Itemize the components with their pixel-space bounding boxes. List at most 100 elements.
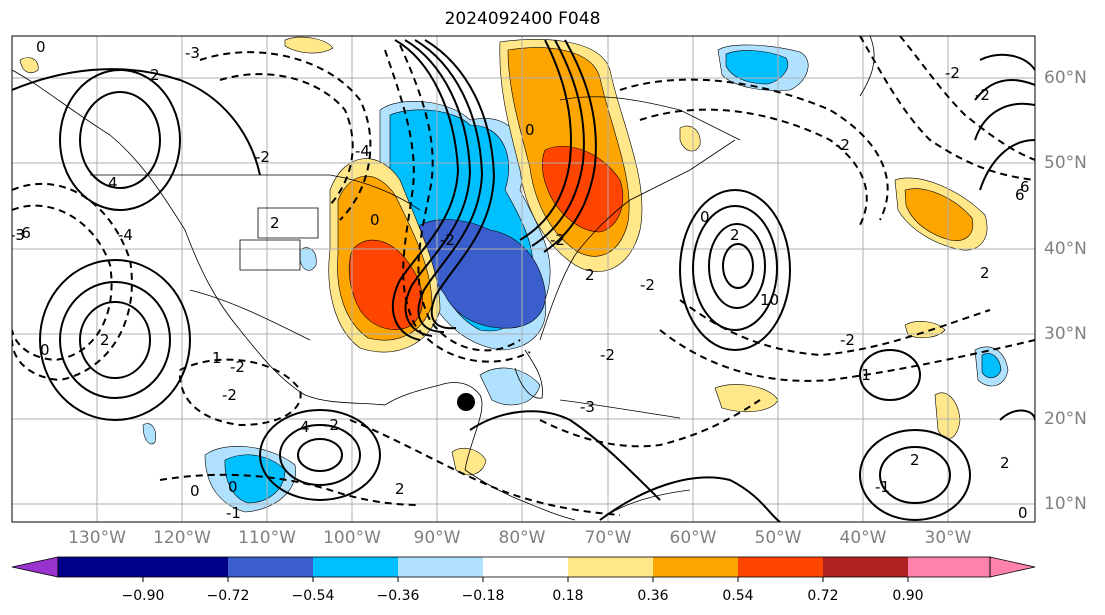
contour-label: -2 bbox=[835, 136, 850, 154]
anomaly-yellow-patch-f bbox=[284, 36, 334, 54]
anomaly-blue-dark-region bbox=[419, 219, 546, 329]
contour-label: -4 bbox=[355, 142, 370, 160]
colorbar-tick-label: −0.90 bbox=[121, 588, 165, 604]
contour-neg-atlantic-2 bbox=[639, 108, 868, 226]
contour-label: 0 bbox=[525, 121, 535, 139]
contour-label: 2 bbox=[1000, 454, 1010, 472]
contour-label: -2 bbox=[255, 148, 270, 166]
contour-label: -6 bbox=[16, 224, 31, 242]
anomaly-red-orange-north bbox=[541, 146, 624, 233]
contour-pos-trough-4 bbox=[424, 39, 496, 330]
lat-label-20n: 20°N bbox=[1044, 409, 1087, 429]
anomaly-yellow-patch-e bbox=[679, 125, 701, 152]
contour-label: -2 bbox=[324, 416, 339, 434]
contour-label: 0 bbox=[370, 211, 380, 229]
colorbar-tick-label: −0.54 bbox=[291, 588, 335, 604]
lat-label-50n: 50°N bbox=[1044, 153, 1087, 173]
contour-label: -2 bbox=[230, 358, 245, 376]
contour-pos-ridge-north-2 bbox=[531, 39, 585, 247]
coastline-east-us bbox=[539, 139, 736, 341]
contour-pos-east-ridge-1 bbox=[979, 53, 1035, 71]
negative-contours bbox=[12, 36, 1035, 516]
coastline-caribbean bbox=[559, 399, 681, 419]
contour-label: 2 bbox=[730, 226, 740, 244]
contour-pos-east-ridge-2 bbox=[974, 79, 1035, 101]
contour-label: 2 bbox=[150, 66, 160, 84]
contour-pos-ridge-north-1 bbox=[519, 39, 572, 241]
colorbar-segment bbox=[568, 557, 653, 577]
lat-label-60n: 60°N bbox=[1044, 68, 1087, 88]
lon-label-60w: 60°W bbox=[669, 528, 717, 548]
contour-pos-south-1 bbox=[599, 476, 781, 522]
lon-label-100w: 100°W bbox=[323, 528, 381, 548]
border-us-mexico bbox=[189, 289, 311, 341]
contour-labels: 0 2 4 -4 -6 -3 -2 2 0 2 -2 1 -2 0 4 2 -4… bbox=[10, 38, 1030, 522]
contour-label: 10 bbox=[760, 291, 779, 309]
colorbar-segment bbox=[58, 557, 143, 577]
contour-neg-subtrop-2 bbox=[349, 419, 621, 516]
lon-label-130w: 130°W bbox=[68, 528, 126, 548]
coastline-central-america bbox=[464, 469, 576, 521]
contour-pos-pacific-high-3 bbox=[79, 301, 151, 379]
colorbar-tick-label: −0.36 bbox=[376, 588, 420, 604]
contour-pos-east-low-1 bbox=[859, 429, 971, 521]
coastline-gulf bbox=[384, 382, 483, 471]
anomaly-blue-north bbox=[725, 50, 788, 85]
contour-pos-pacific-low-1 bbox=[259, 409, 381, 501]
anomaly-blue-light-patch-b bbox=[142, 423, 156, 445]
coastline-florida bbox=[514, 349, 543, 399]
colorbar-segment bbox=[143, 557, 228, 577]
coastline-canada-arctic bbox=[559, 96, 741, 141]
contour-label: -3 bbox=[10, 226, 25, 244]
contour-label: -2 bbox=[840, 331, 855, 349]
contour-label: -3 bbox=[185, 44, 200, 62]
contour-pos-pacific-low-3 bbox=[297, 438, 343, 472]
map-content: 0 2 4 -4 -6 -3 -2 2 0 2 -2 1 -2 0 4 2 -4… bbox=[10, 36, 1035, 522]
anomaly-orange-east bbox=[904, 188, 974, 241]
colorbar-tick-label: −0.72 bbox=[206, 588, 250, 604]
contour-pos-east-low-2 bbox=[879, 446, 951, 504]
contour-pos-ridge-1 bbox=[12, 68, 261, 176]
contour-label: 0 bbox=[228, 478, 238, 496]
lon-label-30w: 30°W bbox=[924, 528, 972, 548]
contour-label: -2 bbox=[640, 276, 655, 294]
contour-pos-atlantic-high-3 bbox=[708, 223, 766, 309]
colorbar-segment bbox=[398, 557, 483, 577]
colorbar-extend-low bbox=[11, 556, 59, 578]
coastline-north-america-west bbox=[12, 69, 386, 406]
contour-neg-caribbean bbox=[539, 399, 761, 448]
contour-label: -2 bbox=[440, 231, 455, 249]
border-us-canada bbox=[90, 174, 421, 211]
contour-label: 1 bbox=[212, 349, 222, 367]
colorbar-tick-label: 0.90 bbox=[892, 588, 924, 604]
contour-pos-east-low-3 bbox=[999, 409, 1035, 421]
contour-label: 6 bbox=[1015, 186, 1025, 204]
contour-label: -2 bbox=[600, 346, 615, 364]
contour-pos-pacific-low-2 bbox=[279, 424, 361, 486]
contour-label: 2 bbox=[270, 214, 280, 232]
contour-neg-east-2 bbox=[899, 36, 1035, 161]
contour-label: 6 bbox=[1020, 178, 1030, 196]
contour-label: 4 bbox=[108, 174, 118, 192]
contour-neg-trough-2 bbox=[384, 49, 531, 363]
colorbar-frame bbox=[57, 556, 991, 578]
lon-label-70w: 70°W bbox=[584, 528, 632, 548]
lon-label-90w: 90°W bbox=[413, 528, 461, 548]
colorbar-segment bbox=[823, 557, 908, 577]
colorbar-segment bbox=[313, 557, 398, 577]
anomaly-blue-east bbox=[981, 353, 1002, 379]
contour-pos-alaska-2 bbox=[79, 91, 161, 189]
colorbar-segment bbox=[228, 557, 313, 577]
contour-label: -1 bbox=[875, 478, 890, 496]
contour-neg-north-2 bbox=[219, 73, 354, 206]
colorbar-tick-label: 0.54 bbox=[722, 588, 754, 604]
lat-label-40n: 40°N bbox=[1044, 239, 1087, 259]
contour-pos-pacific-high-1 bbox=[39, 259, 191, 421]
contour-neg-subtrop-3 bbox=[159, 473, 421, 506]
lon-label-50w: 50°W bbox=[754, 528, 802, 548]
lat-label-10n: 10°N bbox=[1044, 494, 1087, 514]
contour-label: 2 bbox=[910, 451, 920, 469]
map-frame bbox=[11, 35, 1036, 523]
contour-neg-pacific-1 bbox=[12, 182, 133, 382]
